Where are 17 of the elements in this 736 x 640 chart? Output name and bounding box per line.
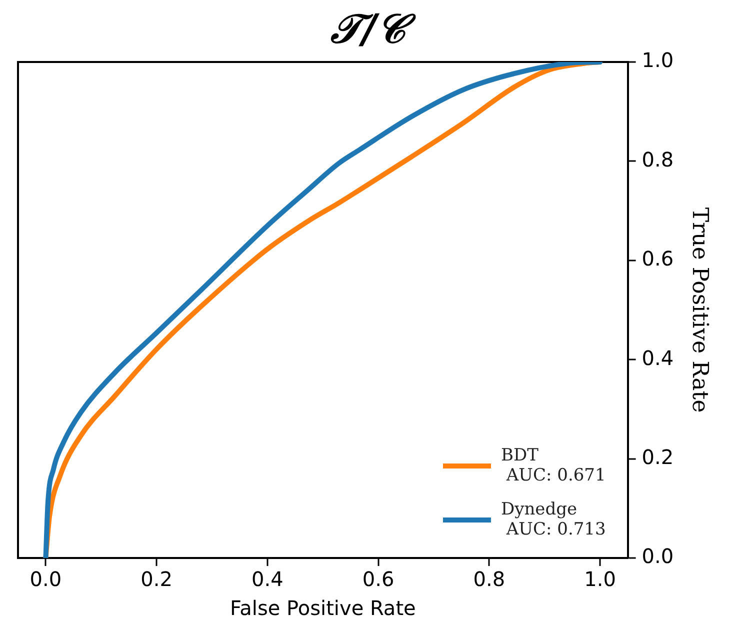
x-tick-label: 0.8 — [473, 567, 506, 592]
y-tick-label: 0.6 — [642, 246, 674, 271]
x-tick-label: 0.0 — [30, 567, 62, 592]
y-tick-label: 0.2 — [642, 445, 674, 470]
legend-label: BDT AUC: 0.671 — [500, 445, 606, 486]
x-tick-label: 0.6 — [362, 567, 394, 592]
y-tick-label: 0.8 — [642, 147, 674, 172]
x-tick-label: 0.4 — [252, 567, 284, 592]
x-axis-title: False Positive Rate — [230, 596, 416, 620]
x-tick-label: 1.0 — [584, 567, 616, 592]
chart-title: 𝒯/𝒞 — [330, 5, 416, 52]
x-tick-label: 0.2 — [140, 567, 172, 592]
legend-label: Dynedge AUC: 0.713 — [500, 499, 606, 540]
y-tick-label: 0.4 — [642, 346, 674, 370]
y-axis-title: True Positive Rate — [687, 207, 712, 413]
y-tick-label: 0.0 — [642, 544, 674, 568]
y-tick-label: 1.0 — [642, 48, 674, 72]
